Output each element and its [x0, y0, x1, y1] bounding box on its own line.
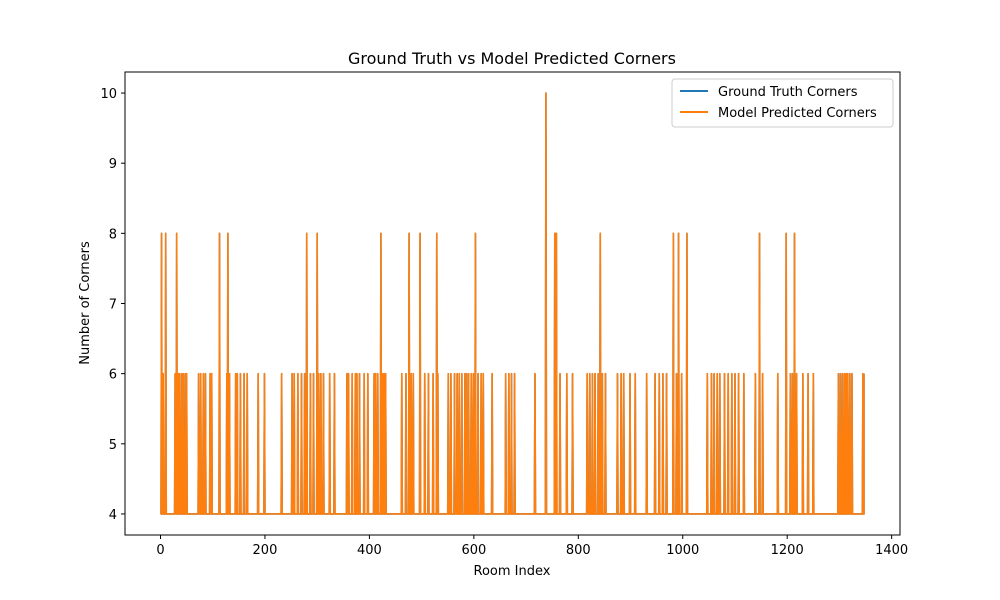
y-tick-label: 9 [109, 157, 117, 172]
plot-area [160, 92, 865, 515]
legend-box [671, 78, 894, 128]
y-tick-label: 8 [109, 227, 117, 242]
x-tick-label: 0 [156, 543, 164, 558]
y-axis-label: Number of Corners [78, 241, 93, 365]
legend-label-ground-truth: Ground Truth Corners [718, 85, 858, 100]
legend: Ground Truth Corners Model Predicted Cor… [671, 78, 894, 128]
x-axis-label: Room Index [474, 564, 551, 579]
y-tick-label: 6 [109, 368, 117, 383]
x-tick-label: 1000 [666, 543, 699, 558]
x-tick-label: 1200 [771, 543, 804, 558]
x-tick-label: 400 [357, 543, 382, 558]
series-line-model-predicted [160, 92, 865, 515]
plot-frame [124, 71, 901, 536]
y-axis: 4 5 6 7 8 9 10 [100, 87, 125, 523]
x-tick-label: 200 [253, 543, 278, 558]
chart-title: Ground Truth vs Model Predicted Corners [348, 49, 676, 68]
x-axis: 0 200 400 600 800 1000 1200 1400 [156, 535, 908, 558]
y-tick-label: 4 [109, 508, 117, 523]
y-tick-label: 5 [109, 438, 117, 453]
x-tick-label: 800 [566, 543, 591, 558]
x-tick-label: 1400 [875, 543, 908, 558]
legend-label-model-predicted: Model Predicted Corners [718, 106, 877, 121]
x-tick-label: 600 [461, 543, 486, 558]
y-tick-label: 7 [109, 298, 117, 313]
y-tick-label: 10 [100, 87, 117, 102]
